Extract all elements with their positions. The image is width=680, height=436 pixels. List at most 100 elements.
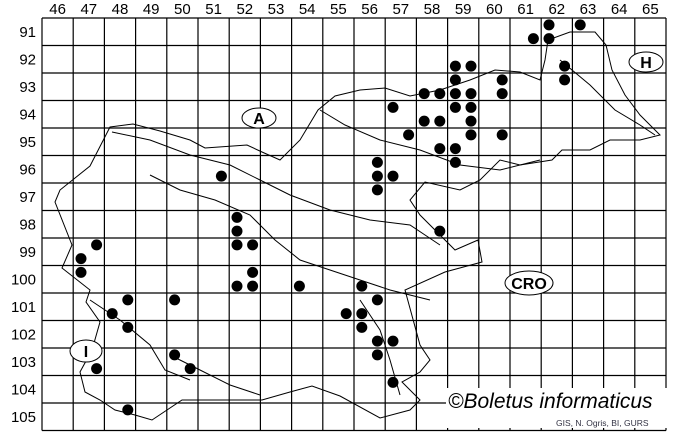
occurrence-dot (496, 129, 508, 141)
occurrence-dot (169, 349, 181, 361)
row-label: 98 (19, 216, 36, 233)
outlines (54, 31, 661, 421)
occurrence-dot (91, 239, 103, 251)
grid (41, 17, 667, 432)
occurrence-dot (184, 363, 196, 375)
occurrence-dot (231, 211, 243, 223)
row-label: 96 (19, 161, 36, 178)
occurrence-dot (231, 239, 243, 251)
occurrence-dot (434, 88, 446, 100)
label-hungary: H (628, 51, 664, 73)
river (559, 59, 656, 136)
label-croatia: CRO (504, 270, 554, 296)
occurrence-dot (231, 280, 243, 292)
river (149, 174, 431, 301)
occurrence-dot (371, 294, 383, 306)
occurrence-dot (449, 74, 461, 86)
label-italy: I (69, 339, 103, 363)
occurrence-dot (387, 335, 399, 347)
credit-text: GIS, N. Ogris, BI, GURS (556, 418, 649, 428)
occurrence-dot (465, 60, 477, 72)
row-label: 94 (19, 106, 36, 123)
row-label: 92 (19, 51, 36, 68)
occurrence-dot (356, 321, 368, 333)
column-label: 52 (236, 1, 253, 18)
column-label: 59 (455, 1, 472, 18)
column-label: 55 (330, 1, 347, 18)
occurrence-dot (387, 376, 399, 388)
occurrence-dot (75, 253, 87, 265)
row-label: 99 (19, 244, 36, 261)
column-label: 49 (143, 1, 160, 18)
occurrence-dot (465, 101, 477, 113)
row-label: 91 (19, 24, 36, 41)
occurrence-dot (465, 115, 477, 127)
occurrence-dot (496, 88, 508, 100)
river (169, 354, 261, 396)
row-label: 105 (11, 409, 36, 426)
row-label: 93 (19, 79, 36, 96)
column-label: 51 (205, 1, 222, 18)
row-label: 102 (11, 326, 36, 343)
occurrence-dot (169, 294, 181, 306)
occurrence-dot (247, 280, 259, 292)
column-label: 57 (392, 1, 409, 18)
occurrence-dot (465, 129, 477, 141)
occurrence-dot (356, 308, 368, 320)
occurrence-dot (543, 33, 555, 45)
occurrence-dot (106, 308, 118, 320)
occurrence-dot (496, 74, 508, 86)
occurrence-dot (418, 115, 430, 127)
occurrence-dot (231, 225, 243, 237)
column-label: 47 (80, 1, 97, 18)
row-label: 100 (11, 271, 36, 288)
occurrence-dot (449, 101, 461, 113)
occurrence-dots (75, 19, 586, 416)
occurrence-dot (91, 363, 103, 375)
occurrence-dot (75, 266, 87, 278)
occurrence-dot (293, 280, 305, 292)
row-label: 95 (19, 134, 36, 151)
occurrence-dot (418, 88, 430, 100)
copyright-text: ©Boletus informaticus (448, 390, 653, 413)
occurrence-dot (371, 184, 383, 196)
country-label-italy: I (84, 344, 88, 361)
occurrence-dot (371, 349, 383, 361)
occurrence-dot (527, 33, 539, 45)
occurrence-dot (247, 266, 259, 278)
column-label: 50 (174, 1, 191, 18)
country-label-austria: A (253, 111, 265, 128)
row-label: 97 (19, 189, 36, 206)
occurrence-dot (122, 321, 134, 333)
occurrence-dot (387, 170, 399, 182)
occurrence-dot (449, 156, 461, 168)
column-label: 54 (299, 1, 316, 18)
column-label: 53 (268, 1, 285, 18)
river (111, 131, 441, 246)
occurrence-dot (574, 19, 586, 31)
occurrence-dot (449, 60, 461, 72)
occurrence-dot (465, 88, 477, 100)
slovenia-border (54, 31, 661, 421)
occurrence-dot (403, 129, 415, 141)
occurrence-dot (122, 294, 134, 306)
row-label: 104 (11, 381, 36, 398)
column-label: 58 (424, 1, 441, 18)
column-label: 65 (642, 1, 659, 18)
row-label: 103 (11, 354, 36, 371)
country-label-croatia: CRO (511, 276, 547, 293)
river (319, 109, 541, 171)
occurrence-dot (559, 60, 571, 72)
occurrence-dot (434, 115, 446, 127)
column-label: 48 (112, 1, 129, 18)
occurrence-dot (371, 170, 383, 182)
occurrence-dot (340, 308, 352, 320)
column-label: 63 (580, 1, 597, 18)
row-label: 101 (11, 299, 36, 316)
occurrence-dot (449, 143, 461, 155)
axis-labels: 46 47 48 49 50 51 52 53 54 55 56 57 58 59 60 61 62 63 64 65… (11, 1, 659, 426)
occurrence-dot (543, 19, 555, 31)
column-label: 64 (611, 1, 628, 18)
occurrence-dot (449, 88, 461, 100)
